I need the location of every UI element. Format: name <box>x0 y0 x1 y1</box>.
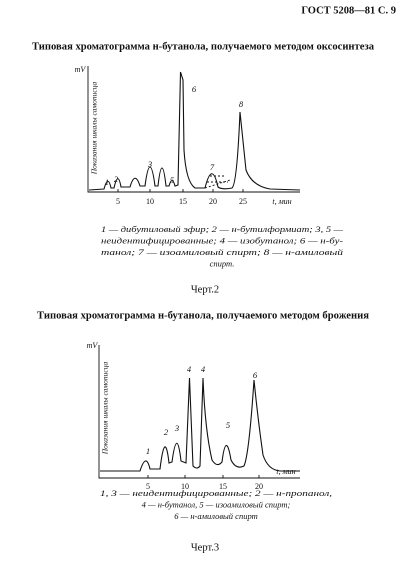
peak-label: 4 <box>201 364 206 374</box>
figure-label: Черт.3 <box>191 542 219 553</box>
peak-label: 1 <box>105 177 109 187</box>
caption-line: 4 — н-бутанол, 5 — изоамиловый спирт; <box>142 499 291 509</box>
peak-label: 1 <box>146 446 150 456</box>
peak-label: 5 <box>226 420 230 430</box>
axes <box>98 345 300 479</box>
caption-line: 1 — дибутиловый эфир; 2 — н-бутилформиат… <box>101 224 344 234</box>
peak-label: 4 <box>187 364 192 374</box>
peak-label: 2 <box>114 174 119 184</box>
caption-line: спирт. <box>210 258 235 268</box>
y-axis-title: Показания шкалы самописца <box>101 361 110 455</box>
y-unit: mV <box>87 341 99 350</box>
figure-title: Типовая хроматограмма н-бутанола, получа… <box>37 310 370 321</box>
curve <box>100 377 300 472</box>
peak-label: 5 <box>170 175 174 185</box>
figure-label: Черт.2 <box>191 284 219 295</box>
y-unit: mV <box>75 65 87 74</box>
peak-label: 6 <box>192 84 197 94</box>
tick-marks <box>147 475 260 478</box>
peak-label: 2 <box>164 427 169 437</box>
y-axis-title: Показания шкалы самописца <box>90 81 99 175</box>
x-tick-label: 5 <box>146 482 150 491</box>
figure-title: Типовая хроматограмма н-бутанола, получа… <box>32 41 374 52</box>
x-tick-label: 20 <box>255 482 263 491</box>
peak-label: 7 <box>210 162 215 172</box>
page-header: ГОСТ 5208—81 С. 9 <box>301 5 396 16</box>
baseline-construction <box>204 175 231 189</box>
tick-marks <box>117 189 244 192</box>
peak-label: 3 <box>174 423 179 433</box>
x-tick-label: 20 <box>209 197 217 206</box>
curve <box>88 71 301 191</box>
x-tick-label: 25 <box>239 197 247 206</box>
x-axis-title: t, мин <box>272 197 291 206</box>
x-tick-label: 15 <box>179 197 187 206</box>
x-tick-label: 10 <box>181 482 189 491</box>
peak-label: 3 <box>147 159 152 169</box>
chromatogram-2 <box>98 345 300 479</box>
x-tick-label: 5 <box>116 197 120 206</box>
caption-line: танол; 7 — изоамиловый спирт; 8 — н-амил… <box>101 247 344 257</box>
chromatogram-1 <box>87 66 301 193</box>
peak-label: 8 <box>239 99 244 109</box>
x-tick-label: 15 <box>219 482 227 491</box>
peak-label: 6 <box>253 370 258 380</box>
caption-line: 6 — н-амиловый спирт <box>174 511 257 521</box>
caption-line: 1, 3 — неидентифицированные; 2 — н-пропа… <box>100 488 332 498</box>
x-axis-title: t, мин <box>276 467 295 476</box>
caption-line: неидентифицированные; 4 — изобутанол; 6 … <box>101 235 343 245</box>
axes <box>87 66 300 193</box>
x-tick-label: 10 <box>146 197 154 206</box>
